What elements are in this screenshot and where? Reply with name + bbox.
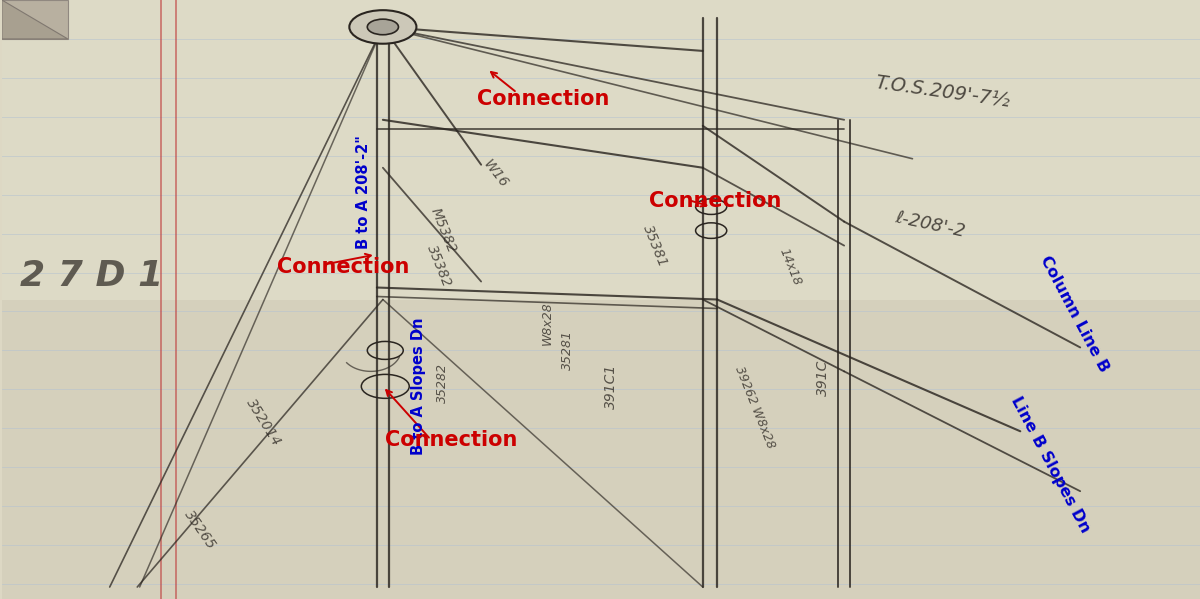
Polygon shape <box>2 0 67 39</box>
Text: 391C1: 391C1 <box>604 364 618 409</box>
Text: 14x18: 14x18 <box>776 246 804 288</box>
Bar <box>2 300 1200 599</box>
Text: 2 7 D 1: 2 7 D 1 <box>20 259 163 292</box>
Text: 39262 W8x28: 39262 W8x28 <box>732 364 776 450</box>
Text: 391C: 391C <box>816 359 829 395</box>
Polygon shape <box>2 0 67 39</box>
Text: B to A 208'-2": B to A 208'-2" <box>356 135 371 249</box>
Text: W8x28: W8x28 <box>540 301 553 346</box>
Text: 35382: 35382 <box>425 243 454 290</box>
Text: ℓ-208'-2: ℓ-208'-2 <box>894 208 967 241</box>
Text: 35282: 35282 <box>437 364 449 403</box>
Text: M5382: M5382 <box>427 206 458 255</box>
Text: Line B Slopes Dn: Line B Slopes Dn <box>1008 394 1092 535</box>
Text: Connection: Connection <box>385 430 517 450</box>
Text: Connection: Connection <box>648 190 781 211</box>
Text: B to A Slopes Dn: B to A Slopes Dn <box>412 317 426 455</box>
Text: T.O.S.209'-7½: T.O.S.209'-7½ <box>874 74 1012 112</box>
Text: Connection: Connection <box>478 89 610 109</box>
Text: 35265: 35265 <box>181 508 218 552</box>
Text: 352014: 352014 <box>244 396 283 449</box>
Text: 35381: 35381 <box>640 222 670 269</box>
Text: Column Line B: Column Line B <box>1037 254 1111 375</box>
Circle shape <box>349 10 416 44</box>
Bar <box>2 0 1200 300</box>
Circle shape <box>367 19 398 35</box>
Text: Connection: Connection <box>277 256 409 277</box>
Text: W16: W16 <box>480 157 511 190</box>
Text: 35281: 35281 <box>560 331 574 370</box>
